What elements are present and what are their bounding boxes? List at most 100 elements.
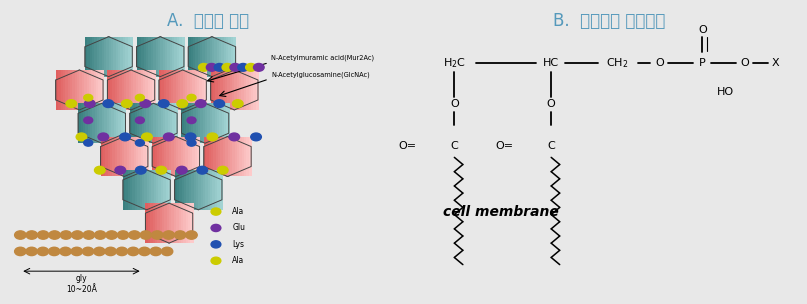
Circle shape — [122, 100, 132, 108]
Bar — [157, 136, 160, 177]
Bar — [97, 103, 100, 143]
Circle shape — [187, 117, 196, 123]
Circle shape — [195, 100, 206, 108]
Polygon shape — [188, 37, 236, 77]
Bar — [164, 70, 167, 110]
Bar — [136, 136, 140, 177]
Bar — [150, 203, 153, 243]
Bar — [107, 103, 110, 143]
Bar — [118, 37, 121, 77]
Bar — [212, 103, 215, 143]
Polygon shape — [145, 203, 193, 243]
Bar — [81, 103, 84, 143]
Bar — [128, 170, 131, 210]
Text: O=: O= — [495, 141, 514, 151]
Bar — [219, 37, 222, 77]
Circle shape — [76, 133, 87, 141]
Bar — [207, 37, 211, 77]
Bar — [169, 203, 172, 243]
Bar — [235, 136, 238, 177]
Bar — [220, 103, 223, 143]
Bar — [146, 37, 149, 77]
Circle shape — [197, 166, 207, 174]
Circle shape — [214, 100, 224, 108]
Bar — [175, 103, 178, 143]
Bar — [104, 37, 107, 77]
Bar — [122, 70, 125, 110]
Circle shape — [61, 231, 72, 239]
Polygon shape — [182, 103, 228, 143]
Text: O: O — [698, 25, 707, 35]
Bar — [125, 170, 128, 210]
Circle shape — [84, 140, 93, 146]
Circle shape — [15, 231, 26, 239]
Bar — [124, 70, 128, 110]
Bar — [203, 37, 206, 77]
Bar — [163, 37, 166, 77]
Circle shape — [187, 94, 196, 101]
Bar — [152, 170, 155, 210]
Bar — [120, 37, 123, 77]
Bar — [178, 203, 182, 243]
Circle shape — [116, 247, 128, 256]
Polygon shape — [136, 37, 184, 77]
Bar — [161, 70, 165, 110]
Bar — [164, 136, 167, 177]
Bar — [212, 37, 215, 77]
Circle shape — [26, 231, 37, 239]
Bar — [199, 70, 203, 110]
Bar — [88, 103, 91, 143]
Bar — [165, 203, 168, 243]
Circle shape — [150, 247, 161, 256]
Bar — [203, 103, 206, 143]
Circle shape — [245, 64, 257, 71]
Bar — [224, 103, 228, 143]
Bar — [192, 70, 195, 110]
Bar — [111, 37, 115, 77]
Bar — [137, 103, 140, 143]
Bar — [107, 70, 111, 110]
Circle shape — [136, 166, 146, 174]
Bar — [169, 37, 173, 77]
Bar — [216, 37, 220, 77]
Polygon shape — [78, 103, 125, 143]
Bar — [107, 37, 110, 77]
Bar — [134, 136, 137, 177]
Bar — [137, 170, 140, 210]
Bar — [212, 170, 215, 210]
Bar — [153, 203, 156, 243]
Bar — [186, 203, 189, 243]
Bar — [90, 103, 93, 143]
Circle shape — [177, 100, 187, 108]
Bar — [197, 70, 200, 110]
Bar — [197, 136, 200, 177]
Bar — [186, 170, 190, 210]
Bar — [228, 136, 231, 177]
Bar — [139, 136, 141, 177]
Bar — [181, 136, 184, 177]
Bar — [237, 136, 240, 177]
Bar — [174, 136, 177, 177]
Bar — [148, 37, 152, 77]
Circle shape — [129, 231, 140, 239]
Text: N-Acetylmuramic acid(Mur2Ac): N-Acetylmuramic acid(Mur2Ac) — [271, 55, 374, 61]
Circle shape — [211, 208, 221, 215]
Circle shape — [115, 166, 126, 174]
Bar — [246, 136, 249, 177]
Bar — [130, 170, 133, 210]
Bar — [142, 103, 144, 143]
Polygon shape — [56, 70, 103, 110]
Bar — [101, 70, 104, 110]
Bar — [230, 136, 233, 177]
Text: 10~20Å: 10~20Å — [66, 285, 97, 294]
Circle shape — [186, 231, 197, 239]
Bar — [146, 103, 149, 143]
Bar — [140, 70, 144, 110]
Bar — [116, 103, 119, 143]
Bar — [190, 37, 194, 77]
Circle shape — [66, 100, 77, 108]
Circle shape — [156, 166, 166, 174]
Text: Lys: Lys — [232, 240, 245, 249]
Bar — [132, 136, 135, 177]
Bar — [223, 136, 226, 177]
